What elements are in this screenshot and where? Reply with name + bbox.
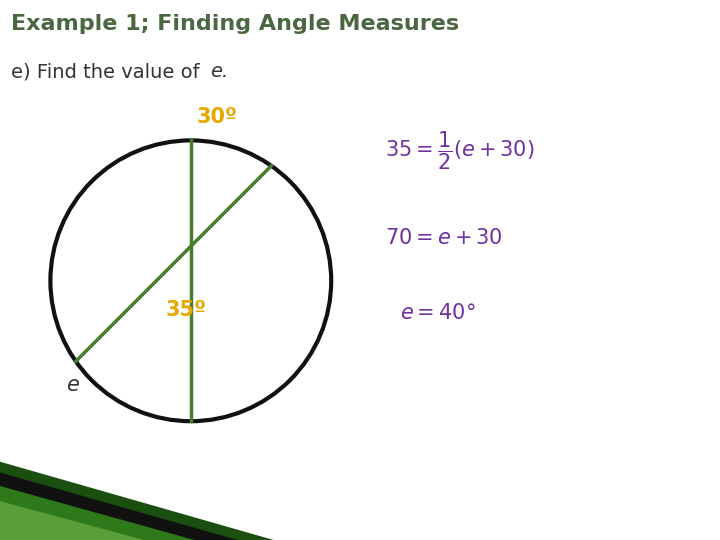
- Text: e) Find the value of: e) Find the value of: [11, 62, 206, 81]
- Polygon shape: [0, 462, 274, 540]
- Text: $35 = \dfrac{1}{2}(e + 30)$: $35 = \dfrac{1}{2}(e + 30)$: [385, 130, 535, 172]
- Polygon shape: [0, 501, 144, 540]
- Polygon shape: [0, 486, 194, 540]
- Text: $70 = e + 30$: $70 = e + 30$: [385, 227, 503, 248]
- Text: 30º: 30º: [197, 107, 238, 127]
- Text: Example 1; Finding Angle Measures: Example 1; Finding Angle Measures: [11, 14, 459, 33]
- Text: $e = 40°$: $e = 40°$: [400, 303, 475, 323]
- Text: e.: e.: [210, 62, 228, 81]
- Polygon shape: [0, 472, 238, 540]
- Text: 35º: 35º: [166, 300, 207, 320]
- Text: e: e: [66, 375, 78, 395]
